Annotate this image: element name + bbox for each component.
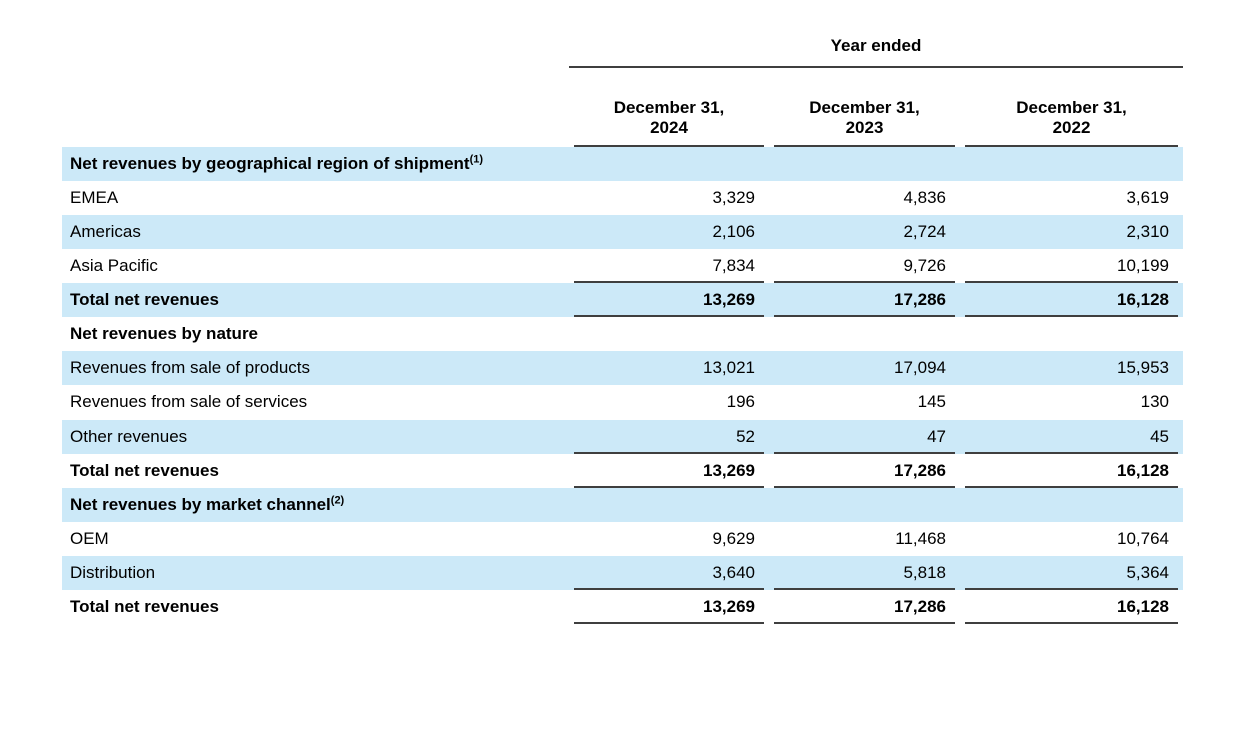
- row-label: Revenues from sale of products: [62, 351, 569, 386]
- table-row-emea: EMEA 3,329 4,836 3,619: [62, 181, 1183, 215]
- section-label: Net revenues by nature: [70, 324, 259, 344]
- footnote-marker-2: (2): [330, 493, 345, 506]
- row-label: EMEA: [70, 188, 119, 208]
- table-row-asia-pacific: Asia Pacific 7,834 9,726 10,199: [62, 249, 1184, 284]
- year-ended-row: Year ended: [62, 28, 1184, 69]
- table-row-oem: OEM 9,629 11,468 10,764: [62, 522, 1183, 556]
- table-row-other-revenues: Other revenues 52 47 45: [62, 419, 1184, 454]
- row-label: Other revenues: [62, 419, 569, 454]
- row-label: Distribution: [62, 555, 569, 590]
- value-2022: 10,764: [1117, 528, 1170, 548]
- table-row-sale-of-products: Revenues from sale of products 13,021 17…: [62, 351, 1184, 386]
- row-label: OEM: [70, 528, 109, 548]
- row-label: Revenues from sale of services: [70, 392, 308, 412]
- total-label: Total net revenues: [70, 460, 219, 480]
- header-spacer: [62, 28, 569, 67]
- section-label: Net revenues by market channel(2): [62, 487, 569, 522]
- section-row-nature: Net revenues by nature: [62, 317, 1183, 351]
- section-row-market-channel: Net revenues by market channel(2): [62, 487, 1184, 522]
- value-2023: 11,468: [895, 528, 946, 548]
- value-2024: 7,834: [569, 249, 769, 284]
- table-row-americas: Americas 2,106 2,724 2,310: [62, 215, 1184, 250]
- total-2022: 16,128: [960, 453, 1184, 488]
- column-header-dec-2024: December 31, 2024: [569, 67, 769, 148]
- value-2022: 5,364: [960, 555, 1184, 590]
- total-2023: 17,286: [769, 283, 960, 318]
- section-label-text: Net revenues by geographical region of s…: [70, 154, 470, 174]
- value-2023: 47: [769, 419, 960, 454]
- column-header-dec-2022: December 31, 2022: [960, 67, 1184, 148]
- total-row-market-channel: Total net revenues 13,269 17,286 16,128: [62, 589, 1184, 624]
- total-row-geographical: Total net revenues 13,269 17,286 16,128: [62, 283, 1184, 318]
- value-2022: 15,953: [960, 351, 1184, 386]
- net-revenues-table: Year ended December 31, 2024 December 31…: [62, 28, 1184, 624]
- total-label: Total net revenues: [62, 283, 569, 318]
- value-2023: 17,094: [769, 351, 960, 386]
- value-2023: 4,836: [903, 188, 946, 208]
- value-2023: 2,724: [769, 215, 960, 250]
- value-2022: 3,619: [1126, 188, 1170, 208]
- value-2022: 130: [1140, 392, 1170, 412]
- section-row-geographical: Net revenues by geographical region of s…: [62, 147, 1184, 182]
- column-header-dec-2023: December 31, 2023: [769, 67, 960, 148]
- value-2024: 3,640: [569, 555, 769, 590]
- total-2024: 13,269: [569, 589, 769, 624]
- header-spacer: [62, 67, 569, 147]
- table-row-distribution: Distribution 3,640 5,818 5,364: [62, 555, 1184, 590]
- year-ended-header: Year ended: [569, 28, 1184, 69]
- total-2022: 16,128: [960, 589, 1184, 624]
- total-label: Total net revenues: [70, 596, 219, 616]
- value-2024: 3,329: [712, 188, 755, 208]
- total-2023: 17,286: [769, 589, 960, 624]
- total-2024: 13,269: [569, 283, 769, 318]
- value-2022: 45: [960, 419, 1184, 454]
- section-label-text: Net revenues by market channel: [70, 494, 331, 514]
- value-2023: 145: [917, 392, 946, 412]
- section-label: Net revenues by geographical region of s…: [62, 147, 569, 182]
- value-2024: 52: [569, 419, 769, 454]
- total-2023: 17,286: [769, 453, 960, 488]
- total-2024: 13,269: [569, 453, 769, 488]
- value-2023: 5,818: [769, 555, 960, 590]
- row-label: Americas: [62, 215, 569, 250]
- value-2024: 196: [726, 392, 755, 412]
- value-2024: 2,106: [569, 215, 769, 250]
- footnote-marker-1: (1): [469, 153, 484, 166]
- value-2022: 2,310: [960, 215, 1184, 250]
- total-2022: 16,128: [960, 283, 1184, 318]
- column-header-row: December 31, 2024 December 31, 2023 Dece…: [62, 67, 1184, 148]
- table-row-sale-of-services: Revenues from sale of services 196 145 1…: [62, 385, 1183, 419]
- value-2024: 9,629: [712, 528, 755, 548]
- row-label: Asia Pacific: [70, 256, 158, 276]
- value-2024: 13,021: [569, 351, 769, 386]
- value-2022: 10,199: [960, 249, 1184, 284]
- value-2023: 9,726: [769, 249, 960, 284]
- total-row-nature: Total net revenues 13,269 17,286 16,128: [62, 453, 1184, 488]
